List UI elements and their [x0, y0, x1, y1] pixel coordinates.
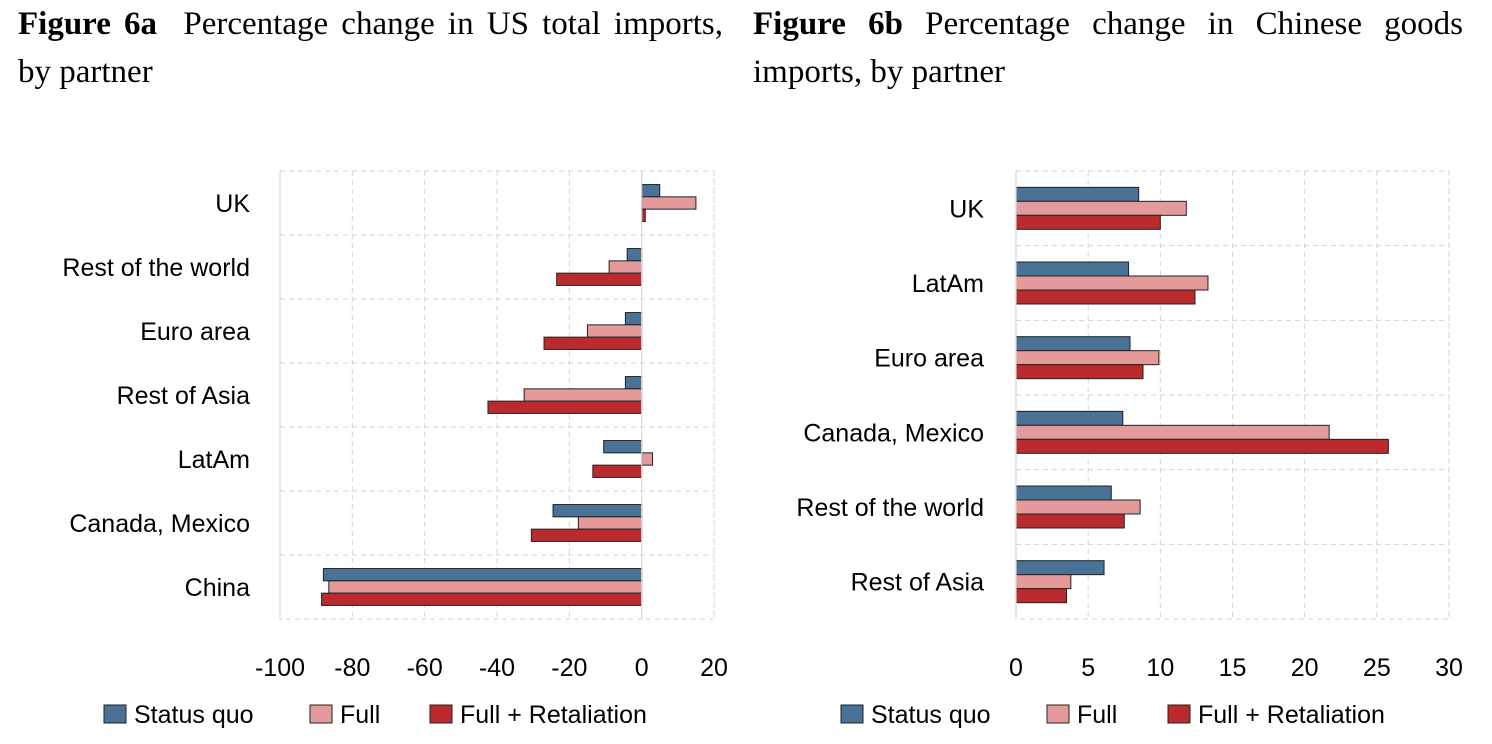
chart0-tick-label: -40	[479, 654, 515, 682]
chart0-tick-label: 0	[635, 654, 649, 682]
chart1-bar-canada-mexico-full-retaliation	[1015, 438, 1389, 454]
chart1-legend-swatch-status-quo	[840, 704, 864, 724]
chart1-legend-label-status-quo: Status quo	[871, 701, 991, 729]
chart1-bar-rest-of-asia-full	[1015, 574, 1072, 590]
chart0-tick-label: -20	[551, 654, 587, 682]
chart0-legend-label-status-quo: Status quo	[134, 701, 254, 729]
chart1-bar-canada-mexico-full	[1015, 424, 1330, 440]
chart1-category-label: LatAm	[912, 270, 984, 298]
chart1-bar-rest-of-the-world-full	[1015, 499, 1141, 515]
chart0-category-label: Euro area	[140, 318, 250, 346]
figure-6b-title-text: Percentage change in Chinese goods impor…	[753, 6, 1464, 90]
chart0-category-label: China	[185, 574, 250, 602]
chart1-bar-rest-of-asia-status-quo	[1015, 560, 1105, 576]
figure-6a-chart: UK Rest of the world Euro area Rest of Asia…	[62, 170, 728, 729]
chart1-tick-label: 10	[1146, 654, 1174, 682]
chart1-tick-label: 5	[1081, 654, 1095, 682]
chart1-bar-euro-area-full-retaliation	[1015, 364, 1144, 380]
chart1-bar-euro-area-full	[1015, 350, 1160, 366]
chart1-bar-canada-mexico-status-quo	[1015, 410, 1124, 426]
chart0-category-label: Rest of Asia	[117, 382, 250, 410]
chart1-tick-label: 20	[1291, 654, 1319, 682]
chart1-tick-label: 30	[1435, 654, 1463, 682]
chart1-legend-label-full-retaliation: Full + Retaliation	[1198, 701, 1385, 729]
chart0-tick-label: -80	[334, 654, 370, 682]
chart0-legend-swatch-full-retaliation	[429, 704, 453, 724]
chart1-category-label: UK	[949, 195, 984, 223]
chart0-legend-swatch-status-quo	[103, 704, 127, 724]
chart1-bar-rest-of-the-world-full-retaliation	[1015, 513, 1125, 529]
figure-6b-label: Figure 6b	[753, 6, 903, 42]
chart1-legend-swatch-full-retaliation	[1167, 704, 1191, 724]
chart1-bar-rest-of-asia-full-retaliation	[1015, 588, 1068, 604]
chart1-bar-uk-full	[1015, 200, 1187, 216]
chart0-category-label: Rest of the world	[62, 254, 250, 282]
chart1-category-label: Euro area	[874, 345, 984, 373]
figure-6b-title: Figure 6b Percentage change in Chinese g…	[753, 0, 1463, 96]
chart0-legend-label-full-retaliation: Full + Retaliation	[460, 701, 647, 729]
chart0-tick-label: -100	[255, 654, 305, 682]
chart1-legend-swatch-full	[1046, 704, 1070, 724]
chart0-category-label: Canada, Mexico	[69, 510, 250, 538]
figure-6a-title: Figure 6a Percentage change in US total …	[18, 0, 723, 96]
chart0-category-label: UK	[215, 190, 250, 218]
chart1-legend-label-full: Full	[1077, 701, 1117, 729]
figure-6a-title-text: Percentage change in US total imports, b…	[18, 6, 723, 90]
chart1-category-label: Rest of Asia	[851, 569, 984, 597]
chart1-category-label: Rest of the world	[796, 494, 984, 522]
chart1-tick-label: 15	[1219, 654, 1247, 682]
chart0-tick-label: -60	[407, 654, 443, 682]
chart1-bar-latam-status-quo	[1015, 261, 1130, 277]
chart0-tick-label: 20	[700, 654, 728, 682]
chart1-bar-uk-full-retaliation	[1015, 214, 1161, 230]
chart1-bar-uk-status-quo	[1015, 186, 1140, 202]
chart1-bar-rest-of-the-world-status-quo	[1015, 485, 1112, 501]
chart1-bar-euro-area-status-quo	[1015, 336, 1131, 352]
chart0-legend-label-full: Full	[340, 701, 380, 729]
chart1-category-label: Canada, Mexico	[803, 419, 984, 447]
chart1-tick-label: 25	[1363, 654, 1391, 682]
chart1-tick-label: 0	[1009, 654, 1023, 682]
chart1-bar-latam-full-retaliation	[1015, 289, 1196, 305]
chart0-legend-swatch-full	[309, 704, 333, 724]
chart1-bar-latam-full	[1015, 275, 1209, 291]
chart0-category-label: LatAm	[178, 446, 250, 474]
figure-6a-label: Figure 6a	[18, 6, 158, 42]
